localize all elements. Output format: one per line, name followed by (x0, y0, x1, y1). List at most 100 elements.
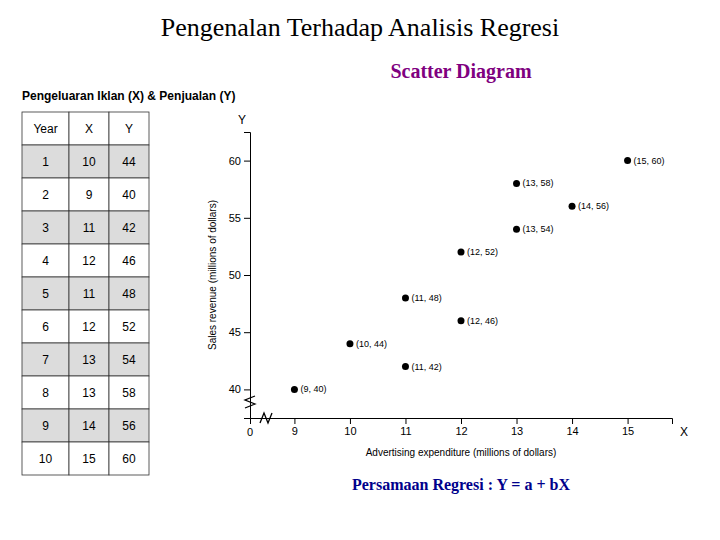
y-tick: 50 (229, 269, 250, 281)
table-cell (109, 244, 149, 277)
point-label: (12, 46) (467, 316, 498, 326)
x-axis-end-label: X (680, 425, 688, 439)
table-value: 1 (42, 155, 49, 169)
table-header-cell (22, 112, 69, 145)
table-value: 2 (42, 188, 49, 202)
chart: Pengenalan Terhadap Analisis RegresiPeng… (0, 0, 720, 540)
table-cell (69, 310, 109, 343)
x-axis-line (251, 419, 673, 425)
x-tick-mark (572, 418, 573, 424)
x-tick: 15 (622, 418, 634, 437)
table-value: 9 (42, 419, 49, 433)
table-cell (69, 211, 109, 244)
point (458, 317, 465, 324)
y-tick-mark (244, 161, 250, 162)
table-cell (22, 211, 69, 244)
table-cell (109, 178, 149, 211)
data-table: YearXY1104429403114241246511486125271354… (22, 112, 149, 475)
point (458, 249, 465, 256)
y-tick: 40 (229, 383, 250, 395)
table-cell (109, 310, 149, 343)
y-tick-label: 40 (229, 383, 241, 395)
x-tick-mark (517, 418, 518, 424)
table-header: X (85, 122, 93, 136)
table-value: 12 (82, 320, 96, 334)
x-tick: 14 (566, 418, 578, 437)
axis-break (245, 396, 255, 408)
y-tick: 60 (229, 155, 250, 167)
point (402, 294, 409, 301)
x-tick-mark (350, 418, 351, 424)
point-label: (13, 58) (523, 178, 554, 188)
table-cell (69, 343, 109, 376)
table-value: 13 (82, 353, 96, 367)
point (624, 157, 631, 164)
table-value: 60 (122, 452, 136, 466)
x-axis-title: Advertising expenditure (millions of dol… (366, 447, 557, 458)
table-value: 11 (83, 287, 96, 301)
y-axis: 40 45 50 55 60 (229, 133, 251, 419)
table-value: 9 (86, 188, 93, 202)
point-label: (13, 54) (523, 224, 554, 234)
x-tick-label: 13 (511, 425, 523, 437)
table-value: 44 (122, 155, 136, 169)
x-tick-mark (461, 418, 462, 424)
table-value: 12 (82, 254, 96, 268)
table-cell (69, 178, 109, 211)
table-header-cell (69, 112, 109, 145)
scatter-title: Scatter Diagram (390, 60, 532, 83)
table-cell (22, 343, 69, 376)
table-cell (22, 145, 69, 178)
table-value: 3 (42, 221, 49, 235)
y-tick-mark (244, 332, 250, 333)
table-value: 4 (42, 254, 49, 268)
table-value: 6 (42, 320, 49, 334)
table-value: 48 (122, 287, 136, 301)
point-labels: (10, 44) (9, 40) (11, 42) (12, 46) (11, 48) (… (300, 156, 664, 395)
y-tick: 45 (229, 326, 250, 338)
table-value: 15 (82, 452, 96, 466)
y-axis-end-label: Y (238, 113, 246, 127)
point-label: (15, 60) (634, 156, 665, 166)
table-cell (69, 145, 109, 178)
point-label: (10, 44) (356, 339, 387, 349)
point (402, 363, 409, 370)
x-tick: 9 (292, 418, 298, 437)
table-cell (109, 409, 149, 442)
point (346, 340, 353, 347)
table-cell (22, 178, 69, 211)
table-value: 54 (122, 353, 136, 367)
y-tick-mark (244, 275, 250, 276)
table-cell (22, 442, 69, 475)
y-tick: 55 (229, 212, 250, 224)
table-value: 5 (42, 287, 49, 301)
table-cell (22, 409, 69, 442)
y-axis-title: Sales revenue (millions of dollars) (207, 200, 218, 350)
point-label: (9, 40) (300, 384, 326, 394)
regression-text: Persamaan Regresi : Y = a + bX (352, 476, 571, 494)
point (513, 226, 520, 233)
table-cell (22, 277, 69, 310)
table-header: Year (33, 122, 57, 136)
table-cell (69, 376, 109, 409)
x-tick: 10 (344, 418, 356, 437)
point-label: (11, 48) (411, 293, 441, 303)
point-label: (11, 42) (411, 362, 441, 372)
table-value: 11 (83, 221, 96, 235)
x-tick-mark (294, 418, 295, 424)
table-cell (69, 277, 109, 310)
table-value: 58 (122, 386, 136, 400)
table-value: 10 (82, 155, 96, 169)
x-tick-label: 12 (455, 425, 467, 437)
y-tick-mark (244, 389, 250, 390)
x-tick-mark (628, 418, 629, 424)
x-tick: 12 (455, 418, 467, 437)
table-cell (109, 145, 149, 178)
y-tick-label: 55 (229, 212, 241, 224)
table-value: 42 (122, 221, 136, 235)
table-cell (109, 277, 149, 310)
point-label: (12, 52) (467, 247, 498, 257)
table-cell (22, 244, 69, 277)
table-cell (69, 244, 109, 277)
table-header-cell (109, 112, 149, 145)
